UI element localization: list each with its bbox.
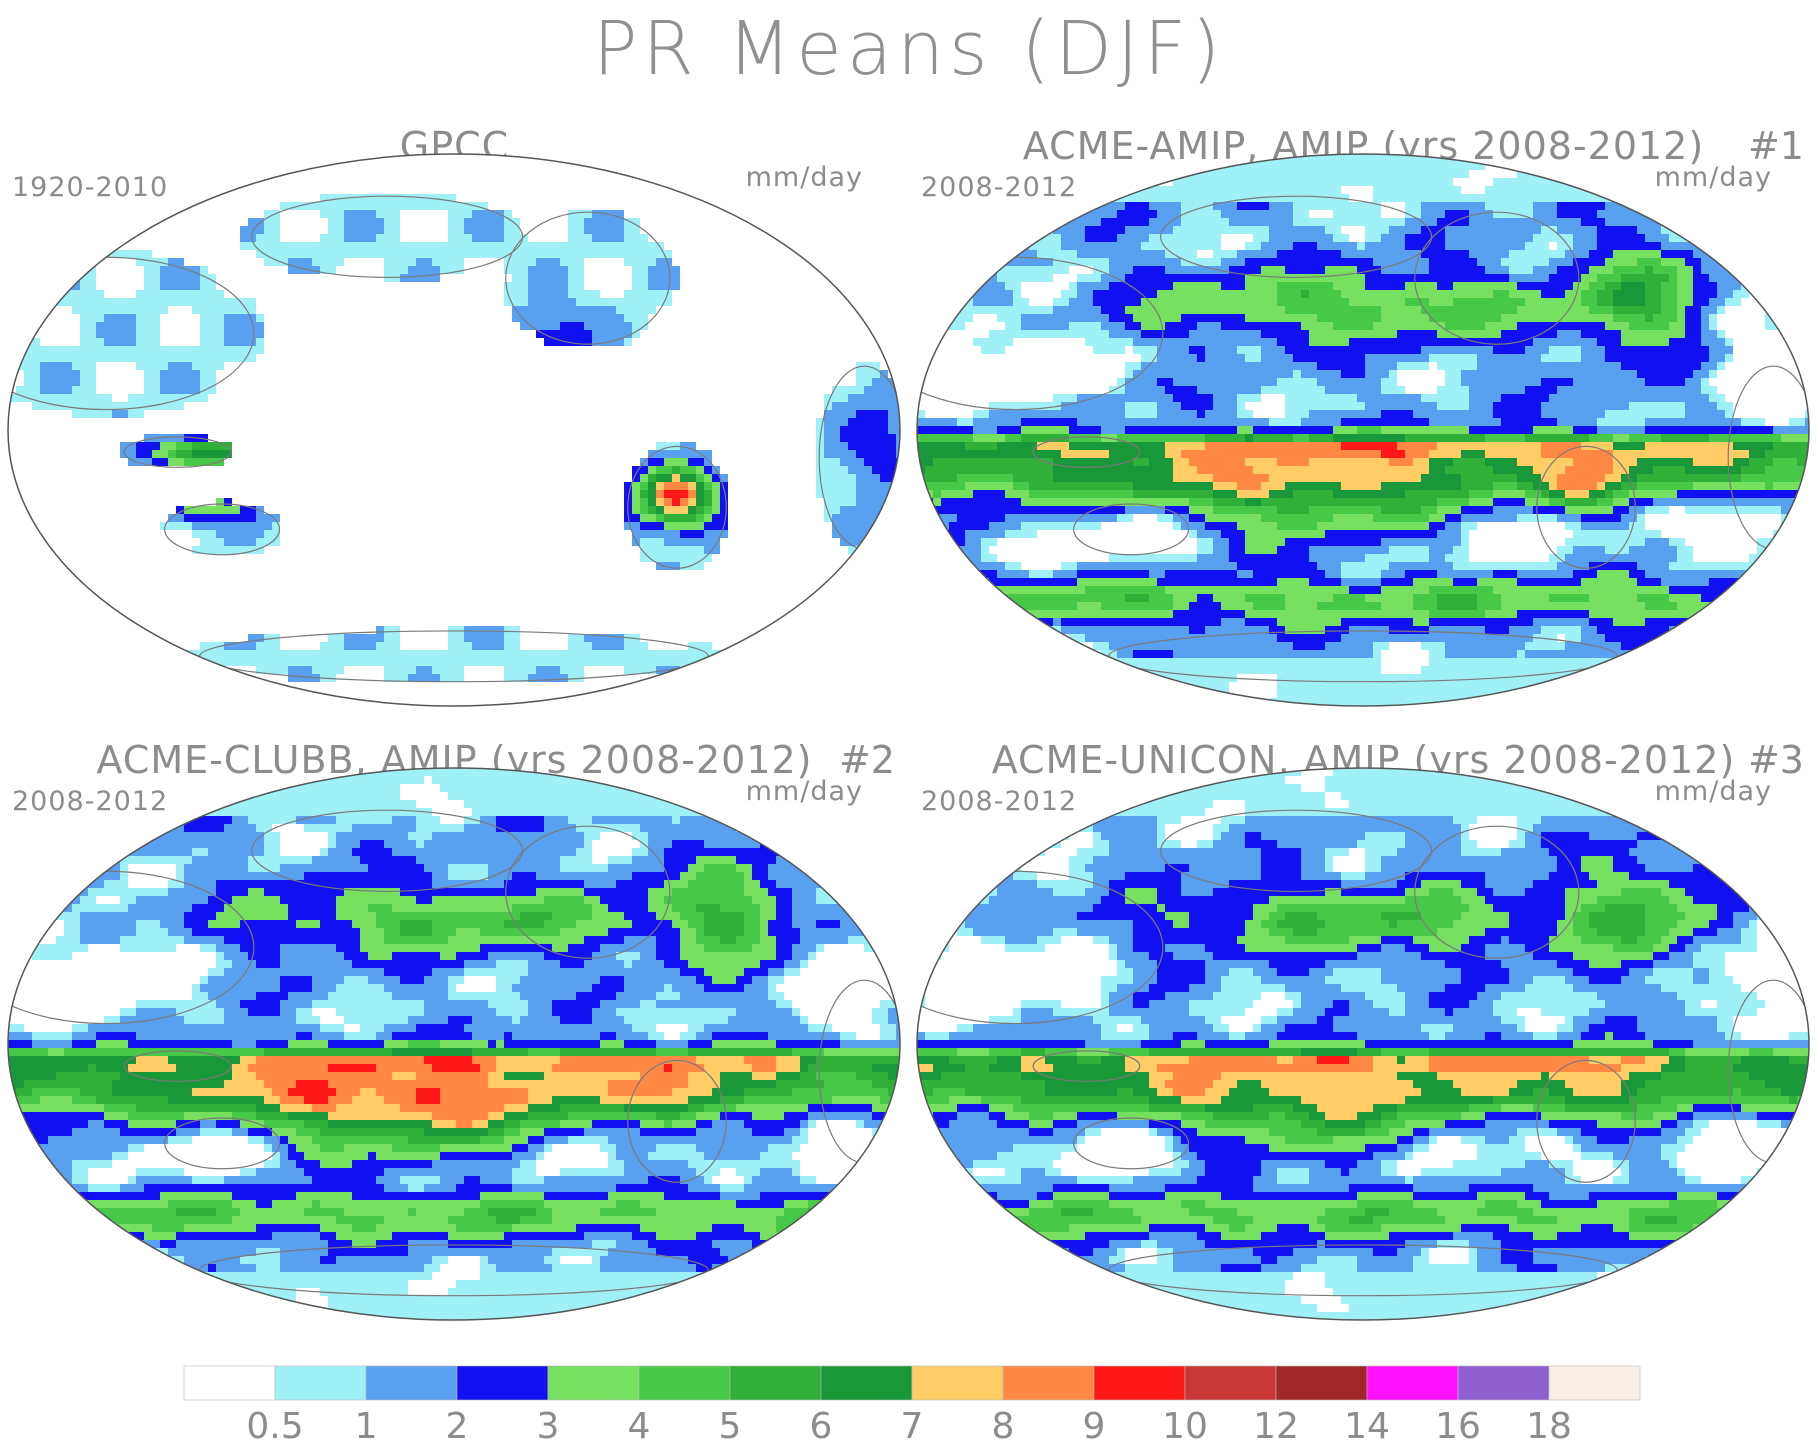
precip-map [916, 153, 1810, 707]
panel-units: mm/day [1654, 162, 1772, 193]
colorbar-swatch [547, 1365, 640, 1401]
panel-units: mm/day [745, 162, 863, 193]
panel-acme-clubb: ACME-CLUBB, AMIP (yrs 2008-2012) #2 2008… [0, 738, 909, 1353]
colorbar-swatch [1184, 1365, 1277, 1401]
colorbar-label: 9 [1083, 1406, 1106, 1444]
colorbar-swatch [365, 1365, 458, 1401]
colorbar-label: 10 [1162, 1406, 1208, 1444]
colorbar-label: 5 [719, 1406, 742, 1444]
colorbar-label: 16 [1435, 1406, 1481, 1444]
colorbar-label: 1 [355, 1406, 378, 1444]
precip-map [916, 767, 1810, 1321]
colorbar-swatch [1275, 1365, 1368, 1401]
panel-years: 2008-2012 [921, 786, 1078, 817]
colorbar-label: 12 [1253, 1406, 1299, 1444]
panel-years: 2008-2012 [921, 172, 1078, 203]
colorbar-swatch [183, 1365, 276, 1401]
colorbar-swatch [729, 1365, 822, 1401]
colorbar-swatch [911, 1365, 1004, 1401]
colorbar-label: 6 [810, 1406, 833, 1444]
colorbar-label: 8 [992, 1406, 1015, 1444]
colorbar: 0.5 1 2 3 4 5 6 7 8 9 10 12 14 16 18 [183, 1365, 1641, 1444]
panel-number: #1 [1747, 124, 1804, 168]
colorbar-label: 4 [628, 1406, 651, 1444]
colorbar-swatch [638, 1365, 731, 1401]
panel-number: #3 [1747, 738, 1804, 782]
colorbar-swatch [1548, 1365, 1641, 1401]
precip-map [7, 767, 901, 1321]
colorbar-swatch [1002, 1365, 1095, 1401]
panel-years: 1920-2010 [12, 172, 169, 203]
panel-units: mm/day [1654, 776, 1772, 807]
colorbar-label: 2 [446, 1406, 469, 1444]
panel-gpcc: GPCC 1920-2010 mm/day [0, 124, 909, 739]
colorbar-label: 3 [537, 1406, 560, 1444]
colorbar-label: 14 [1344, 1406, 1390, 1444]
panel-acme-amip: ACME-AMIP, AMIP (yrs 2008-2012) #1 2008-… [909, 124, 1818, 739]
colorbar-swatch [274, 1365, 367, 1401]
panel-number: #2 [838, 738, 895, 782]
colorbar-swatch [1457, 1365, 1550, 1401]
panel-acme-unicon: ACME-UNICON, AMIP (yrs 2008-2012) #3 200… [909, 738, 1818, 1353]
main-title: PR Means (DJF) [592, 6, 1226, 92]
colorbar-swatch [1093, 1365, 1186, 1401]
colorbar-swatch [1366, 1365, 1459, 1401]
colorbar-label: 18 [1526, 1406, 1572, 1444]
colorbar-label: 0.5 [246, 1406, 303, 1444]
colorbar-swatch [456, 1365, 549, 1401]
colorbar-label: 7 [901, 1406, 924, 1444]
precip-map [7, 153, 901, 707]
panel-units: mm/day [745, 776, 863, 807]
colorbar-swatch [820, 1365, 913, 1401]
panel-years: 2008-2012 [12, 786, 169, 817]
